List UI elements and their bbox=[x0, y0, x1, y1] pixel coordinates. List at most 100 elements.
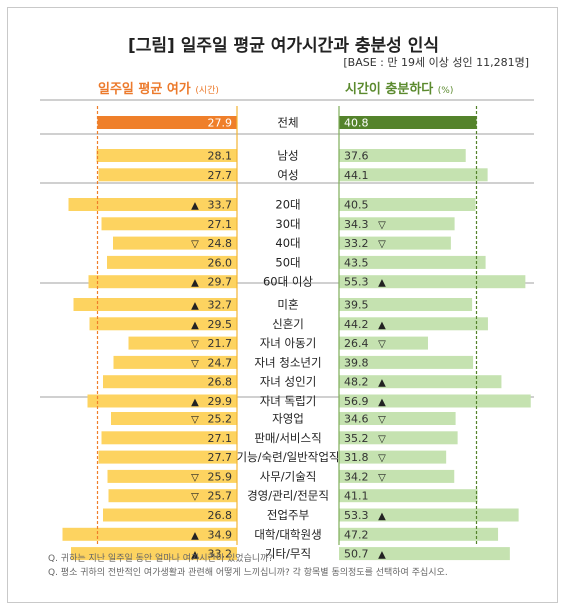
right-value-label: 40.8 bbox=[344, 117, 369, 130]
right-series-label: 시간이 충분하다 bbox=[345, 82, 434, 97]
right-increase-marker: ▲ bbox=[378, 397, 386, 408]
right-value-label: 37.6 bbox=[344, 150, 369, 163]
left-series-unit: (시간) bbox=[195, 86, 219, 96]
left-bar bbox=[108, 489, 237, 503]
right-value-label: 34.3 bbox=[344, 218, 369, 231]
category-label: 사무/기술직 bbox=[260, 469, 317, 483]
right-increase-marker: ▲ bbox=[378, 320, 386, 331]
category-label: 50대 bbox=[275, 255, 300, 269]
right-series-unit: (%) bbox=[437, 86, 454, 96]
left-bar bbox=[111, 412, 237, 425]
footnote-2: Q. 평소 귀하의 전반적인 여가생활과 관련해 어떻게 느끼십니까? 각 항목… bbox=[48, 568, 448, 578]
left-bar bbox=[101, 217, 237, 231]
right-value-label: 53.3 bbox=[344, 509, 369, 522]
right-value-label: 43.5 bbox=[344, 256, 369, 269]
category-label: 경영/관리/전문직 bbox=[247, 489, 329, 503]
footnote-1: Q. 귀하는 지난 일주일 동안 얼마나 여가시간이 있었습니까? bbox=[48, 554, 274, 564]
left-value-label: 29.5 bbox=[208, 318, 233, 331]
left-increase-marker: ▲ bbox=[191, 201, 199, 212]
right-bar bbox=[339, 236, 451, 250]
left-series-label: 일주일 평균 여가 bbox=[98, 82, 191, 97]
left-increase-marker: ▲ bbox=[191, 301, 199, 312]
right-increase-marker: ▲ bbox=[378, 378, 386, 389]
left-bar bbox=[96, 149, 237, 162]
category-label: 남성 bbox=[277, 149, 298, 163]
left-value-label: 29.9 bbox=[208, 395, 233, 408]
left-decrease-marker: ▽ bbox=[191, 492, 199, 503]
right-value-label: 44.1 bbox=[344, 169, 369, 182]
right-value-label: 33.2 bbox=[344, 237, 369, 250]
left-series-header: 일주일 평균 여가 (시간) bbox=[98, 78, 219, 97]
category-label: 신혼기 bbox=[272, 317, 304, 331]
right-bar bbox=[339, 217, 455, 231]
right-bar bbox=[339, 168, 488, 182]
left-bar bbox=[113, 355, 237, 369]
left-value-label: 25.9 bbox=[208, 470, 233, 483]
right-bar bbox=[339, 431, 458, 445]
left-value-label: 25.2 bbox=[208, 413, 233, 426]
category-label: 대학/대학원생 bbox=[254, 527, 321, 541]
right-value-label: 34.2 bbox=[344, 470, 369, 483]
right-bar bbox=[339, 469, 455, 483]
right-series-header: 시간이 충분하다 (%) bbox=[345, 78, 453, 97]
left-value-label: 32.7 bbox=[208, 299, 233, 312]
right-bar bbox=[339, 317, 488, 331]
left-increase-marker: ▲ bbox=[191, 550, 199, 561]
left-decrease-marker: ▽ bbox=[191, 358, 199, 369]
right-bar bbox=[339, 116, 477, 129]
left-bar bbox=[98, 450, 237, 464]
right-bar bbox=[339, 375, 502, 389]
left-value-label: 26.8 bbox=[208, 376, 233, 389]
right-decrease-marker: ▽ bbox=[378, 339, 386, 350]
left-decrease-marker: ▽ bbox=[191, 472, 199, 483]
category-label: 여성 bbox=[277, 168, 298, 182]
right-increase-marker: ▲ bbox=[378, 550, 386, 561]
category-label: 기능/숙련/일반작업직 bbox=[237, 450, 340, 464]
category-label: 자녀 아동기 bbox=[260, 336, 317, 350]
left-bar bbox=[68, 198, 237, 211]
right-value-label: 34.6 bbox=[344, 413, 369, 426]
left-decrease-marker: ▽ bbox=[191, 415, 199, 426]
right-value-label: 55.3 bbox=[344, 276, 369, 289]
right-bar bbox=[339, 255, 486, 269]
right-decrease-marker: ▽ bbox=[378, 220, 386, 231]
left-bar bbox=[88, 275, 237, 289]
category-label: 판매/서비스직 bbox=[254, 431, 321, 445]
right-value-label: 39.8 bbox=[344, 356, 369, 369]
left-value-label: 26.8 bbox=[208, 509, 233, 522]
left-value-label: 29.7 bbox=[208, 276, 233, 289]
base-note: [BASE : 만 19세 이상 성인 11,281명] bbox=[343, 56, 529, 69]
category-label: 전업주부 bbox=[267, 508, 309, 522]
left-value-label: 21.7 bbox=[208, 337, 233, 350]
category-label: 자녀 독립기 bbox=[260, 394, 317, 408]
left-value-label: 33.7 bbox=[208, 199, 233, 212]
left-increase-marker: ▲ bbox=[191, 278, 199, 289]
right-value-label: 48.2 bbox=[344, 376, 369, 389]
right-decrease-marker: ▽ bbox=[378, 453, 386, 464]
left-value-label: 27.1 bbox=[208, 218, 233, 231]
left-value-label: 24.7 bbox=[208, 356, 233, 369]
right-value-label: 50.7 bbox=[344, 548, 369, 561]
right-value-label: 44.2 bbox=[344, 318, 369, 331]
right-bar bbox=[339, 355, 474, 369]
category-label: 60대 이상 bbox=[263, 275, 313, 289]
left-value-label: 25.7 bbox=[208, 490, 233, 503]
right-bar bbox=[339, 412, 456, 425]
left-decrease-marker: ▽ bbox=[191, 339, 199, 350]
left-bar bbox=[128, 336, 237, 350]
right-decrease-marker: ▽ bbox=[378, 434, 386, 445]
left-bar bbox=[113, 236, 237, 250]
left-bar bbox=[98, 168, 237, 182]
right-value-label: 47.2 bbox=[344, 528, 369, 541]
right-value-label: 39.5 bbox=[344, 299, 369, 312]
category-label: 20대 bbox=[275, 198, 300, 212]
right-bar bbox=[339, 149, 466, 162]
right-value-label: 41.1 bbox=[344, 490, 369, 503]
right-bar bbox=[339, 198, 476, 211]
category-label: 자녀 청소년기 bbox=[254, 355, 321, 369]
right-value-label: 56.9 bbox=[344, 395, 369, 408]
right-decrease-marker: ▽ bbox=[378, 239, 386, 250]
right-value-label: 40.5 bbox=[344, 199, 369, 212]
right-value-label: 31.8 bbox=[344, 451, 369, 464]
